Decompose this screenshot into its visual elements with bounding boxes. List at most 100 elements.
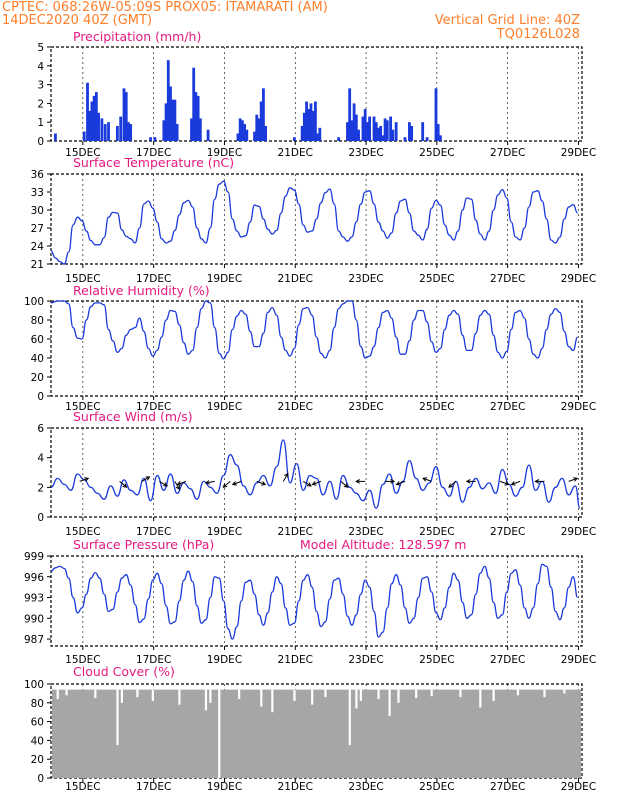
header-grid-line-note: Vertical Grid Line: 40Z [434,13,580,28]
precip-bar [192,67,196,141]
precip-bar [425,137,429,141]
y-tick-label: 1 [37,117,44,129]
precip-bar [169,86,172,141]
precip-bar [198,118,202,141]
cloud-cover-dip [563,689,566,694]
wind-arrow-shaft [499,480,509,485]
y-tick-label: 4 [37,453,44,465]
x-tick-label: 23DEC [348,654,383,666]
precip-bar [82,131,86,141]
wind-arrow-shaft [205,480,215,484]
precip-bar [206,129,210,141]
precip-bar [403,137,407,141]
precip-bar [243,124,246,141]
x-tick-label: 21DEC [278,526,313,538]
x-tick-label: 17DEC [136,147,171,159]
wind-arrow [534,479,545,484]
x-tick-label: 19DEC [207,654,242,666]
wind-arrow-shaft [141,476,150,482]
header-model-code: TQ0126L028 [496,27,580,42]
x-tick-label: 23DEC [348,273,383,285]
precip-bar [300,125,304,141]
precip-bar [162,120,166,141]
x-tick-label: 27DEC [490,781,525,793]
cloud-cover-dip [348,689,351,746]
precip-bar [318,127,322,141]
wind-arrow [282,472,289,482]
wind-arrow-shaft [256,480,266,485]
y-tick-label: 4 [37,61,44,73]
precip-bar [115,125,119,141]
cloud-cover-dip [116,689,119,746]
y-tick-label: 80 [31,698,44,710]
precip-bar [164,103,168,141]
precip-bar [122,88,126,141]
precip-bar [245,129,249,141]
wind-arrow-head [261,481,267,486]
precip-bar [439,135,442,141]
wind-arrow-head [465,479,471,484]
x-tick-label: 19DEC [207,401,242,413]
precip-bar [264,125,268,141]
precip-bar [238,118,242,141]
precip-bar [379,125,383,141]
wind-arrow-head [355,479,360,484]
panel-3: Relative Humidity (%) 0 20 40 60 80 100 15DEC 17… [24,283,596,413]
y-tick-label: 993 [24,593,44,605]
wind-arrow [465,479,476,484]
precip-bar [149,137,152,141]
precip-bar [90,101,94,141]
x-tick-label: 29DEC [561,654,596,666]
cloud-cover-area [52,689,581,778]
cloud-cover-dip [459,689,462,698]
precip-bar [166,60,170,141]
wind-arrow [176,480,187,486]
precip-bar [54,133,57,141]
precip-bar [107,122,110,141]
x-tick-label: 29DEC [561,401,596,413]
precip-bar [361,116,365,141]
y-tick-label: 996 [24,572,44,584]
y-tick-label: 5 [37,42,44,54]
precip-bar [196,95,200,141]
x-tick-label: 23DEC [348,401,383,413]
wind-arrow [448,481,457,488]
wind-arrow [311,480,322,486]
wind-arrow-head [175,485,180,491]
y-tick-label: 21 [31,259,44,271]
precip-bar [391,129,395,141]
precip-bar [292,137,296,141]
panel-subtitle: Model Altitude: 128.597 m [300,537,466,552]
precip-bar [434,88,438,141]
wind-arrow-shaft [79,477,89,482]
precip-bar [363,109,367,141]
cloud-cover-dip [209,689,212,703]
precip-bar [309,103,313,141]
precip-bar [313,101,317,141]
cloud-cover-dip [359,689,362,701]
x-tick-label: 19DEC [207,273,242,285]
precip-bar [190,118,193,141]
precip-bar [337,137,341,141]
panel-1: Precipitation (mm/h) 0 1 2 3 4 5 15DEC 17DEC 19DE… [37,29,596,159]
panel-title: Surface Wind (m/s) [73,409,193,424]
wind-arrow-shaft [422,477,432,482]
wind-arrow-head [390,479,396,484]
wind-arrow [204,480,215,485]
wind-arrow [510,480,521,486]
wind-arrow-shaft [177,480,187,485]
cloud-cover-dip [260,689,263,707]
x-tick-label: 15DEC [65,273,100,285]
panel-title: Cloud Cover (%) [73,664,175,679]
precip-bar [259,101,263,141]
wind-arrow [340,481,349,488]
y-tick-label: 100 [24,679,44,691]
cloud-cover-dip [271,689,274,713]
wind-arrow-shaft [232,480,242,485]
plot-frame [50,427,583,518]
wind-arrow-head [534,479,540,484]
wind-arrow-head [504,481,510,486]
y-tick-label: 0 [37,512,44,524]
y-tick-label: 3 [37,80,44,92]
y-tick-label: 0 [37,391,44,403]
